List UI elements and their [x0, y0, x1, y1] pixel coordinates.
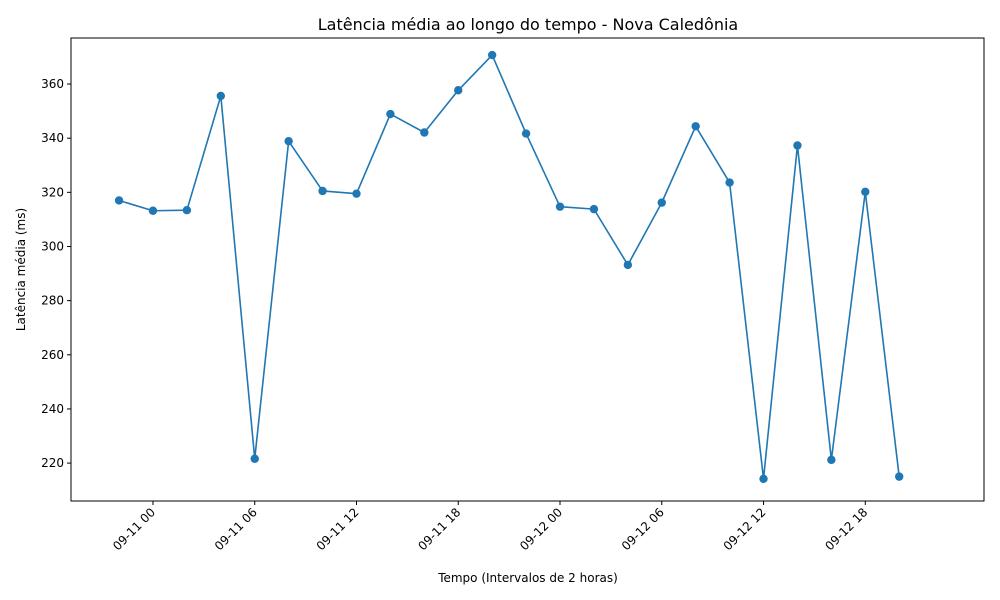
y-tick-label: 240 — [41, 402, 64, 416]
y-tick-label: 300 — [41, 239, 64, 253]
data-point — [352, 189, 360, 197]
data-point — [217, 92, 225, 100]
data-point — [183, 206, 191, 214]
data-point — [725, 178, 733, 186]
data-point — [861, 188, 869, 196]
data-point — [658, 198, 666, 206]
data-point — [318, 187, 326, 195]
y-tick-label: 360 — [41, 77, 64, 91]
data-point — [793, 141, 801, 149]
data-point — [522, 129, 530, 137]
data-point — [488, 51, 496, 59]
data-point — [895, 472, 903, 480]
y-axis-title: Latência média (ms) — [14, 208, 28, 331]
data-point — [149, 207, 157, 215]
y-tick-label: 280 — [41, 294, 64, 308]
data-point — [284, 137, 292, 145]
data-point — [251, 455, 259, 463]
data-point — [759, 475, 767, 483]
y-tick-label: 260 — [41, 348, 64, 362]
y-tick-label: 340 — [41, 131, 64, 145]
data-point — [691, 122, 699, 130]
y-tick-label: 320 — [41, 185, 64, 199]
y-tick-label: 220 — [41, 456, 64, 470]
data-point — [454, 86, 462, 94]
data-point — [624, 261, 632, 269]
data-point — [827, 456, 835, 464]
data-point — [590, 205, 598, 213]
data-point — [115, 196, 123, 204]
chart-title: Latência média ao longo do tempo - Nova … — [318, 15, 738, 34]
data-point — [420, 128, 428, 136]
x-axis-title: Tempo (Intervalos de 2 horas) — [437, 571, 618, 585]
data-point — [386, 110, 394, 118]
data-point — [556, 202, 564, 210]
